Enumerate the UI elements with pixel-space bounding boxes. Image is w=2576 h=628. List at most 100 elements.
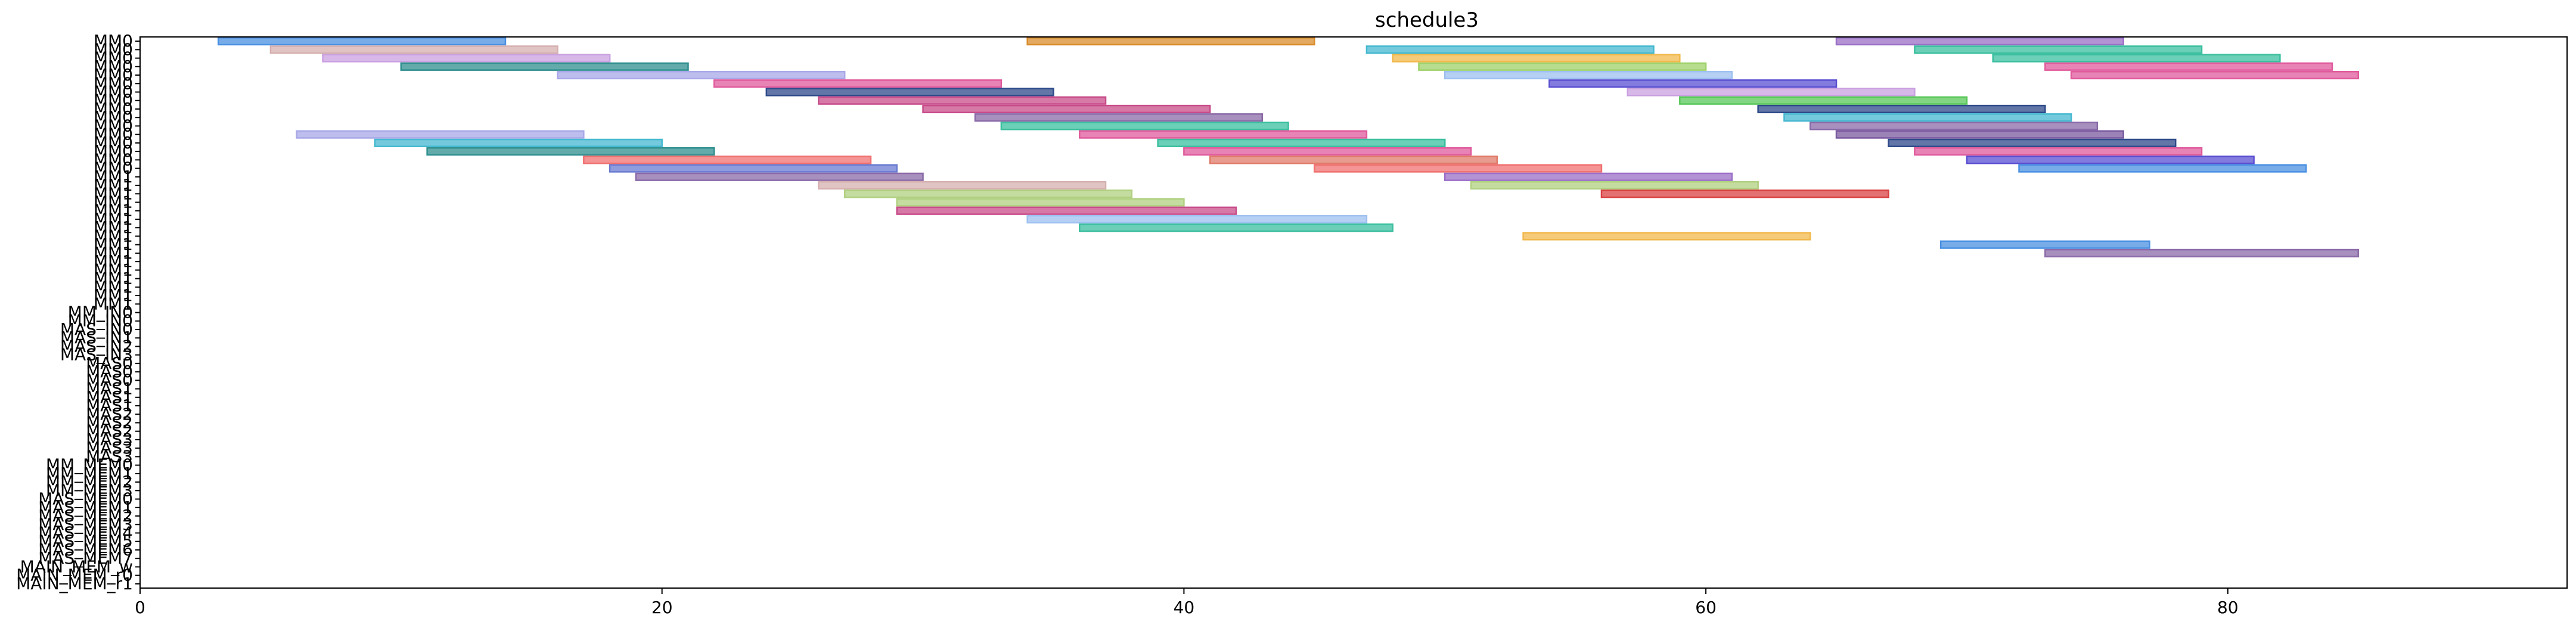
task-bar	[1914, 147, 2203, 156]
x-tick-label: 0	[135, 598, 145, 617]
plot-frame	[139, 36, 2568, 589]
y-tick-label: MAS_MEM3	[38, 514, 133, 534]
task-bar	[1757, 104, 2046, 114]
y-tick-label: MAS0	[86, 353, 133, 373]
task-bar	[713, 79, 1003, 88]
y-tick-label: MM1	[94, 235, 133, 254]
task-bar	[322, 54, 611, 63]
task-bar	[1548, 79, 1838, 88]
task-bar	[1209, 156, 1498, 164]
task-bar	[1392, 54, 1681, 63]
y-tick-label: MM0	[94, 39, 133, 59]
y-tick-label: MAS_MEM7	[38, 548, 133, 568]
y-tick-label: MM_MEM3	[46, 480, 133, 500]
y-tick-label: MAIN_MEM_r1	[16, 574, 133, 593]
task-bar	[1679, 96, 1968, 105]
task-bar	[1026, 214, 1368, 224]
task-bar	[1783, 113, 2072, 122]
y-tick-label: MAS_IN1	[60, 328, 133, 347]
task-bar	[1966, 156, 2255, 164]
task-bar	[2018, 164, 2307, 173]
y-tick-label: MM1	[94, 217, 133, 237]
task-bar	[1026, 37, 1315, 46]
task-bar	[843, 189, 1133, 198]
y-tick-label: MM_MEM2	[46, 472, 133, 492]
task-bar	[374, 138, 663, 147]
task-bar	[1809, 122, 2099, 130]
y-tick-label: MAS0	[86, 370, 133, 390]
task-bar	[609, 164, 898, 173]
task-bar	[818, 181, 1107, 190]
y-tick-label: MM1	[94, 277, 133, 297]
task-bar	[1627, 88, 1916, 97]
y-tick-label: MAS3	[86, 446, 133, 466]
y-tick-label: MM1	[94, 175, 133, 195]
task-bar	[1888, 138, 2177, 147]
task-bar	[1835, 37, 2124, 46]
task-bar	[1314, 164, 1603, 173]
task-bar	[1914, 45, 2203, 54]
task-bar	[1157, 138, 1446, 147]
y-tick-label: MM1	[94, 201, 133, 220]
y-tick-label: MM1	[94, 192, 133, 212]
y-tick-label: MAS0	[86, 362, 133, 381]
y-tick-label: MM1	[94, 285, 133, 305]
task-bar	[1470, 181, 1759, 190]
y-tick-label: MM1	[94, 243, 133, 263]
task-bar	[1365, 45, 1655, 54]
y-tick-label: MAS_MEM1	[38, 498, 133, 517]
task-bar	[1992, 54, 2281, 63]
task-bar	[818, 96, 1107, 105]
y-tick-label: MM0	[94, 48, 133, 68]
y-tick-label: MM1	[94, 251, 133, 271]
task-bar	[1183, 147, 1472, 156]
y-tick-label: MM_MEM0	[46, 455, 133, 475]
task-bar	[1444, 70, 1733, 80]
task-bar	[218, 37, 507, 46]
y-tick-label: MM0	[94, 31, 133, 51]
x-tick-label: 40	[1174, 598, 1195, 617]
y-tick-label: MAS1	[86, 387, 133, 407]
task-bar	[269, 45, 558, 54]
y-tick-label: MAS3	[86, 430, 133, 449]
y-tick-label: MM0	[94, 57, 133, 76]
y-tick-label: MAS_MEM6	[38, 540, 133, 559]
y-tick-label: MAS_MEM0	[38, 489, 133, 509]
task-bar	[1522, 232, 1811, 241]
y-tick-label: MM0	[94, 91, 133, 110]
y-tick-label: MAS_MEM5	[38, 531, 133, 551]
y-tick-label: MM0	[94, 158, 133, 178]
y-tick-label: MAS3	[86, 438, 133, 458]
x-tick-label: 60	[1695, 598, 1717, 617]
task-bar	[1835, 130, 2124, 139]
y-tick-label: MAS_MEM2	[38, 506, 133, 526]
y-tick-label: MM1	[94, 184, 133, 203]
y-tick-label: MAS1	[86, 379, 133, 399]
y-tick-label: MM1	[94, 167, 133, 186]
task-bar	[2044, 62, 2333, 71]
y-tick-label: MAIN_MEM_w	[20, 557, 133, 576]
task-bar	[296, 130, 585, 139]
y-tick-label: MM0	[94, 116, 133, 135]
y-tick-label: MM0	[94, 150, 133, 169]
y-tick-label: MM_IN0	[68, 311, 133, 331]
y-tick-label: MM0	[94, 82, 133, 102]
y-tick-label: MAS2	[86, 404, 133, 424]
task-bar	[896, 206, 1237, 215]
y-tick-label: MAS2	[86, 413, 133, 433]
task-bar	[1939, 240, 2150, 249]
x-axis: 0 20 40 60 80	[135, 588, 2239, 617]
y-tick-label: MM0	[94, 65, 133, 85]
y-tick-label: MM1	[94, 294, 133, 313]
y-tick-label: MM1	[94, 209, 133, 229]
task-bar	[1079, 223, 1393, 232]
y-tick-label: MM0	[94, 99, 133, 119]
y-tick-label: MM1	[94, 269, 133, 288]
task-bar	[896, 198, 1185, 207]
task-bar	[765, 88, 1054, 97]
y-tick-label: MAIN_MEM_r0	[16, 565, 133, 585]
task-bar	[426, 147, 715, 156]
task-bar	[583, 156, 872, 164]
x-tick-label: 80	[2217, 598, 2239, 617]
task-bar	[1600, 189, 1889, 198]
